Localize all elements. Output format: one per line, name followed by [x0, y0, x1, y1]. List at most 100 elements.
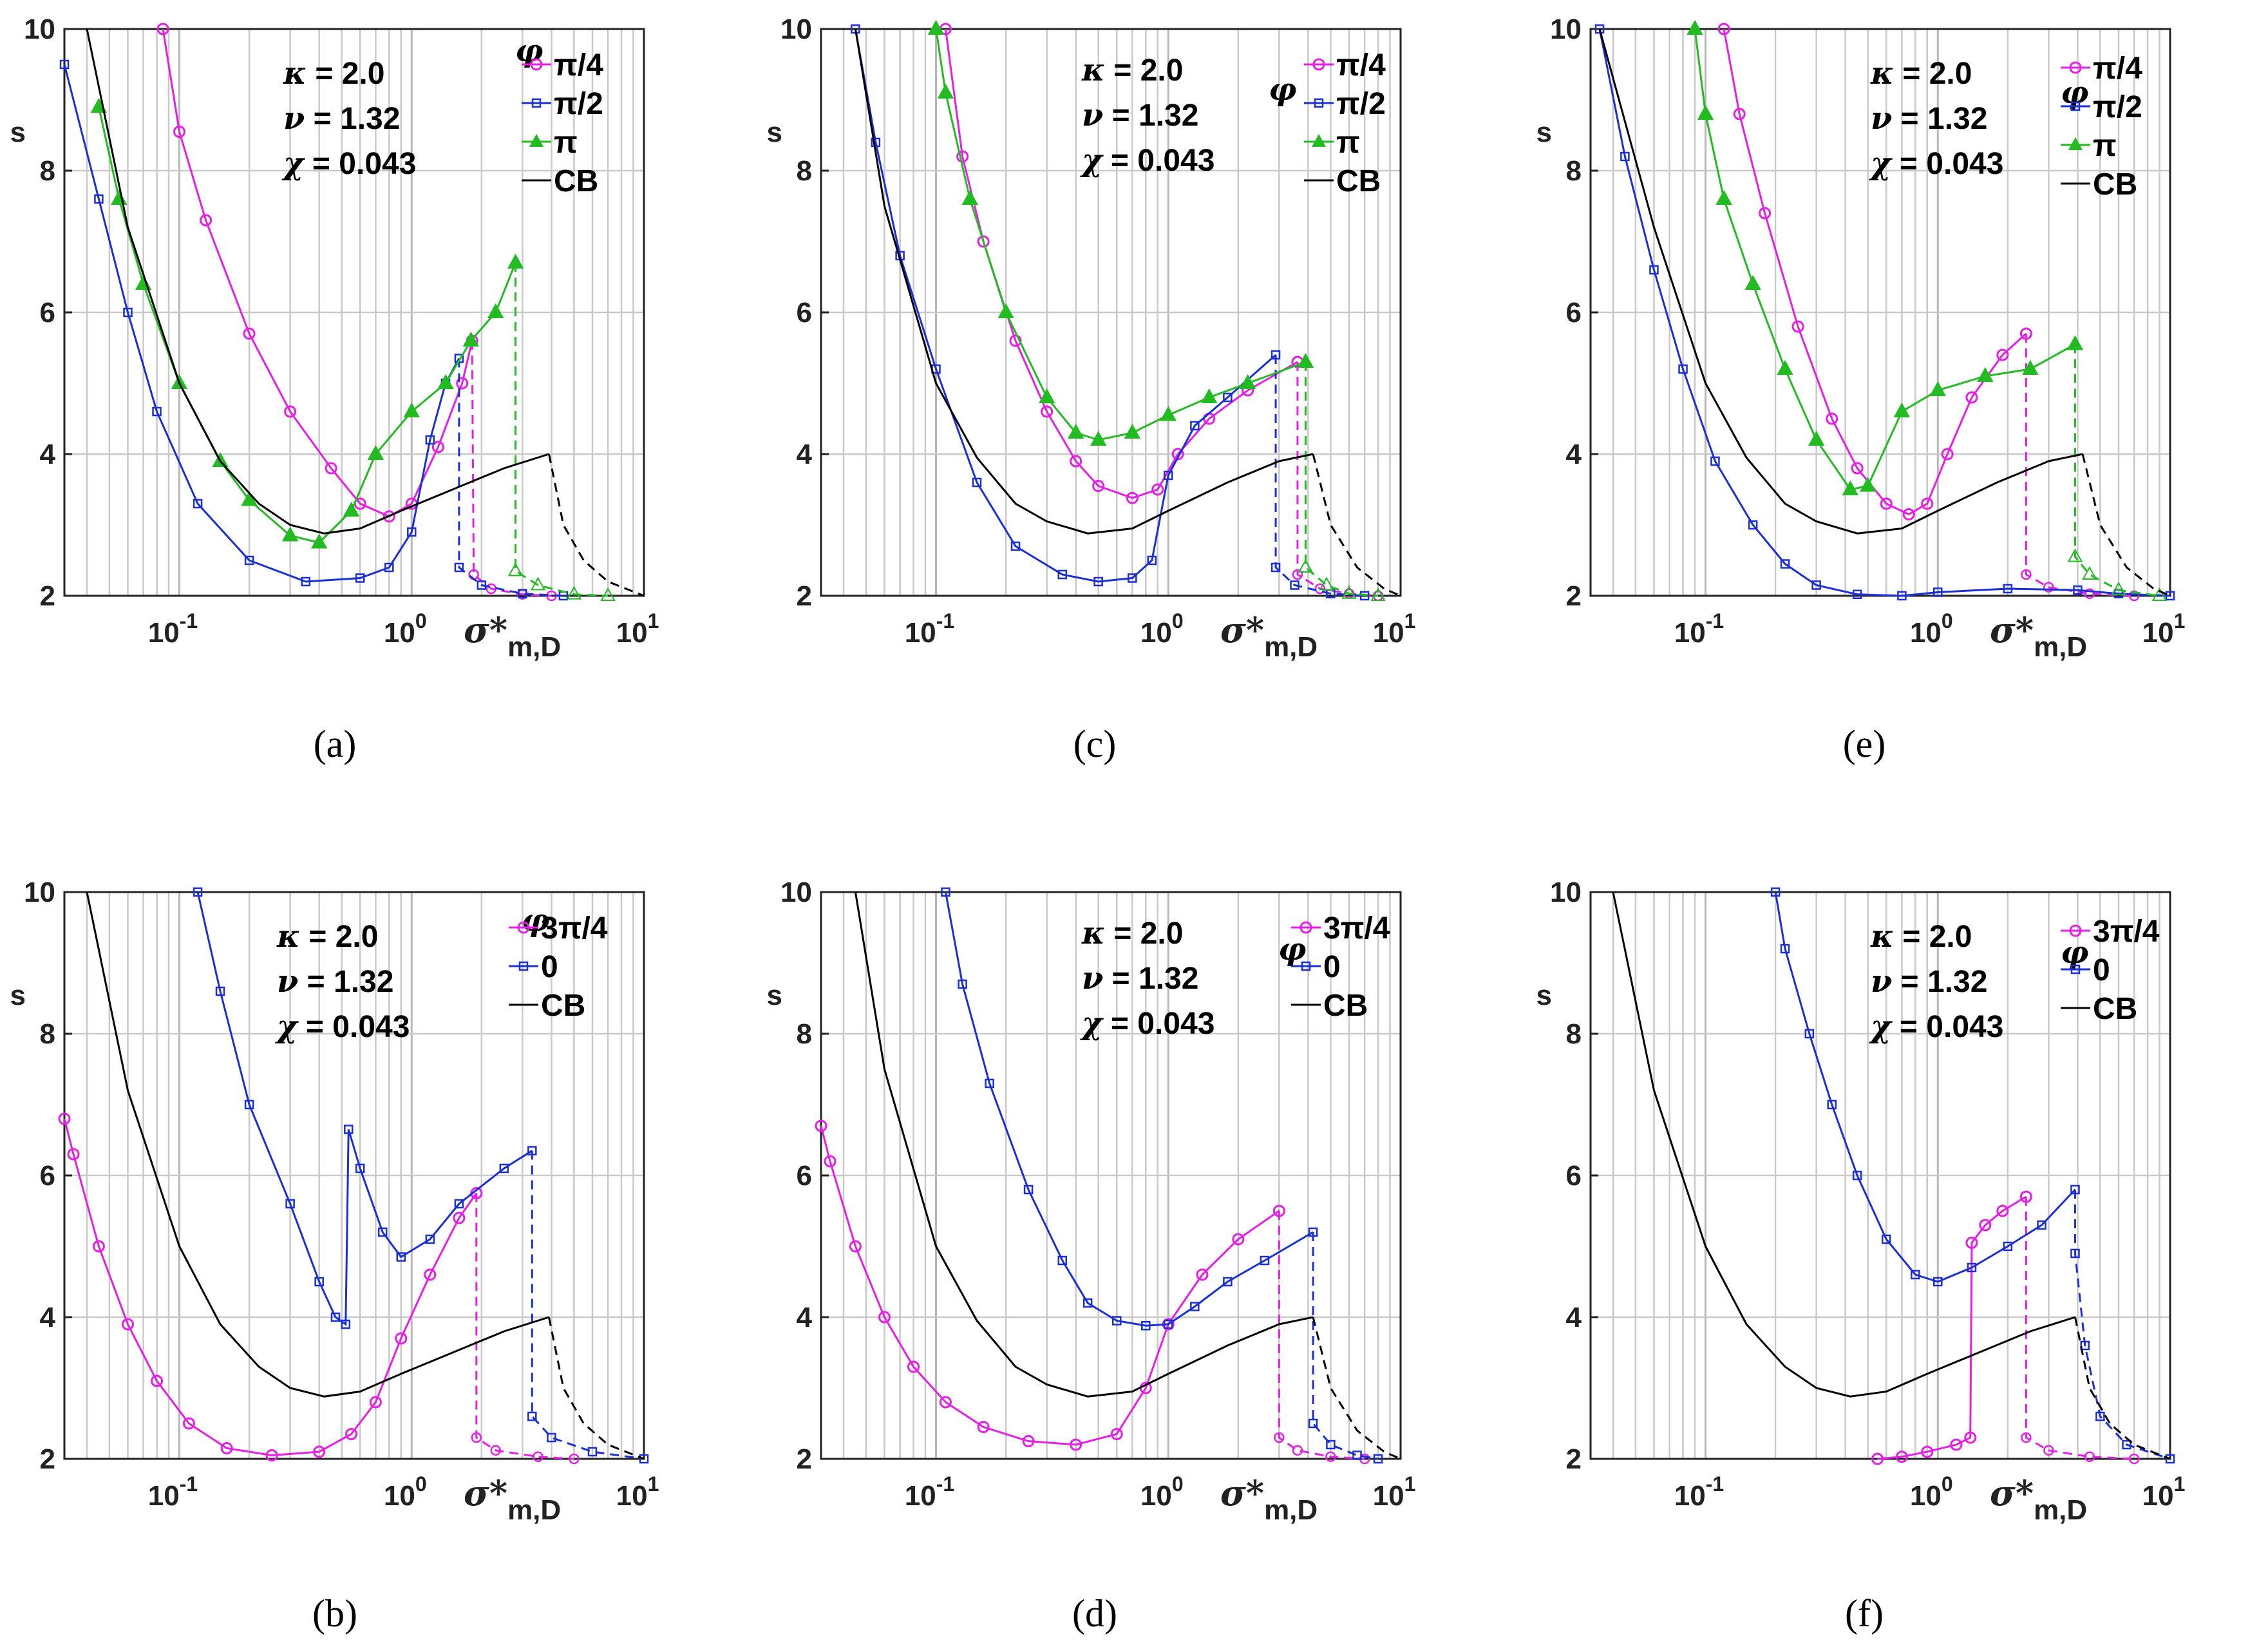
data-point	[1933, 1277, 1943, 1287]
legend: 3π/4 0 CB	[2061, 915, 2160, 1026]
data-point	[437, 374, 454, 389]
data-point	[1715, 189, 1732, 205]
y-tick-label: 2	[40, 580, 55, 612]
data-point	[1842, 480, 1859, 495]
data-point	[2043, 1445, 2054, 1456]
y-tick-label: 2	[1566, 580, 1582, 612]
series-line	[1612, 891, 2075, 1398]
data-point	[265, 1449, 278, 1461]
series-CB	[1598, 28, 2171, 597]
data-point	[1092, 480, 1105, 492]
data-point	[1871, 1452, 1884, 1465]
series-π/2	[851, 24, 1370, 601]
x-tick-exponent: 0	[1942, 609, 1953, 632]
series-tail-dashed	[471, 340, 552, 597]
grid	[1591, 892, 2171, 1459]
annotation-value: = 0.043	[304, 147, 417, 181]
annotation-text: χ = 0.043	[1869, 1009, 2003, 1045]
legend-label: CB	[1323, 989, 1368, 1023]
data-point	[1201, 388, 1218, 403]
x-axis-label-sub: m,D	[2034, 1494, 2087, 1526]
annotation-text: χ = 0.043	[1080, 1005, 1214, 1041]
series-tail-dashed	[2025, 1197, 2135, 1460]
data-point	[1240, 374, 1256, 389]
annotation-symbol: κ	[1870, 55, 1894, 91]
data-point	[121, 1318, 134, 1331]
series-tail-dashed	[1312, 1317, 1401, 1460]
y-tick-label: 4	[40, 439, 56, 470]
annotation-text: κ = 2.0	[1081, 52, 1183, 88]
data-point	[1852, 1170, 1862, 1181]
legend-label: CB	[1336, 164, 1381, 198]
annotation-text: ν = 1.32	[283, 100, 400, 137]
data-point	[2021, 1432, 2032, 1443]
data-point	[1759, 207, 1772, 220]
annotation-value: = 1.32	[1103, 962, 1198, 996]
data-point	[1902, 508, 1915, 520]
legend-marker	[2069, 924, 2082, 937]
series-line	[196, 891, 533, 1326]
series-tail-dashed	[2074, 1190, 2171, 1460]
data-point	[1190, 1302, 1200, 1311]
data-point	[1352, 1450, 1362, 1460]
series-CB	[86, 28, 645, 597]
annotation-symbol: κ	[1870, 918, 1894, 955]
data-point	[1128, 573, 1137, 583]
series-line	[1723, 28, 2027, 516]
data-point	[1950, 1438, 1963, 1451]
x-axis-label-main: σ*	[464, 1472, 507, 1514]
y-axis-label: s	[1536, 117, 1552, 148]
annotation-value: = 2.0	[1105, 917, 1183, 951]
legend-marker	[531, 98, 542, 108]
series-line	[162, 28, 473, 518]
y-tick-label: 2	[797, 1443, 812, 1475]
annotation-value: = 2.0	[307, 57, 384, 91]
series-line	[1877, 1195, 2027, 1460]
data-point	[1893, 402, 1911, 417]
data-point	[2082, 566, 2097, 580]
annotation-text: χ = 0.043	[275, 1009, 410, 1045]
legend-label: π/2	[2093, 90, 2142, 124]
legend-label: 0	[541, 950, 558, 984]
x-tick-exponent: 1	[2174, 1472, 2186, 1496]
data-point	[241, 491, 258, 506]
annotation-symbol: κ	[1081, 915, 1105, 951]
annotation-value: = 2.0	[1105, 53, 1183, 88]
annotation-value: = 0.043	[1891, 1010, 2004, 1044]
data-point	[2165, 1454, 2175, 1464]
legend-marker	[1299, 921, 1312, 934]
legend-marker	[2070, 101, 2081, 111]
phi-label: φ	[1278, 931, 1306, 967]
annotation-value: = 1.32	[298, 965, 393, 999]
series-3π/4	[815, 1119, 1370, 1465]
phi-label: φ	[2061, 75, 2088, 111]
annotation-symbol: ν	[1082, 97, 1103, 133]
data-point	[815, 1119, 827, 1132]
data-point	[1620, 151, 1630, 162]
series-0	[1770, 887, 2175, 1464]
y-tick-label: 10	[1550, 877, 1582, 908]
annotation-text: χ = 0.043	[1080, 142, 1214, 178]
data-point	[152, 406, 162, 417]
data-point	[961, 189, 978, 205]
data-point	[566, 585, 582, 600]
data-point	[600, 587, 616, 601]
data-point	[972, 477, 982, 488]
x-tick-exponent: 1	[1404, 1472, 1416, 1496]
x-tick-label: 100	[1140, 609, 1184, 649]
y-tick-label: 10	[24, 14, 55, 45]
data-point	[384, 562, 394, 573]
data-point	[453, 1212, 466, 1224]
data-point	[824, 1155, 836, 1168]
y-tick-label: 8	[1566, 155, 1582, 187]
annotation-text: χ = 0.043	[1869, 146, 2003, 182]
x-axis-label-sub: m,D	[507, 1494, 561, 1526]
series-line	[854, 28, 1314, 535]
x-tick-label: 101	[616, 1472, 659, 1512]
legend-label: π/4	[2093, 52, 2142, 86]
legend-label: 0	[2093, 953, 2110, 987]
x-tick-exponent: 1	[1404, 609, 1416, 632]
series-3π/4	[1871, 1190, 2140, 1465]
data-point	[487, 303, 504, 318]
